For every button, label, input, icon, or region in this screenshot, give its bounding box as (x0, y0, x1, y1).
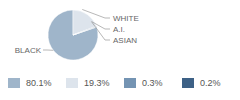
html-text:19.3%: 19.3% (84, 78, 110, 88)
svg-text:ASIAN: ASIAN (113, 36, 137, 45)
html-text:80.1%: 80.1% (26, 78, 52, 88)
html-text:0.3%: 0.3% (142, 78, 163, 88)
html-text:0.2%: 0.2% (200, 78, 221, 88)
svg-text:A.I.: A.I. (113, 25, 125, 34)
svg-text:WHITE: WHITE (113, 14, 139, 23)
svg-text:BLACK: BLACK (15, 46, 42, 55)
